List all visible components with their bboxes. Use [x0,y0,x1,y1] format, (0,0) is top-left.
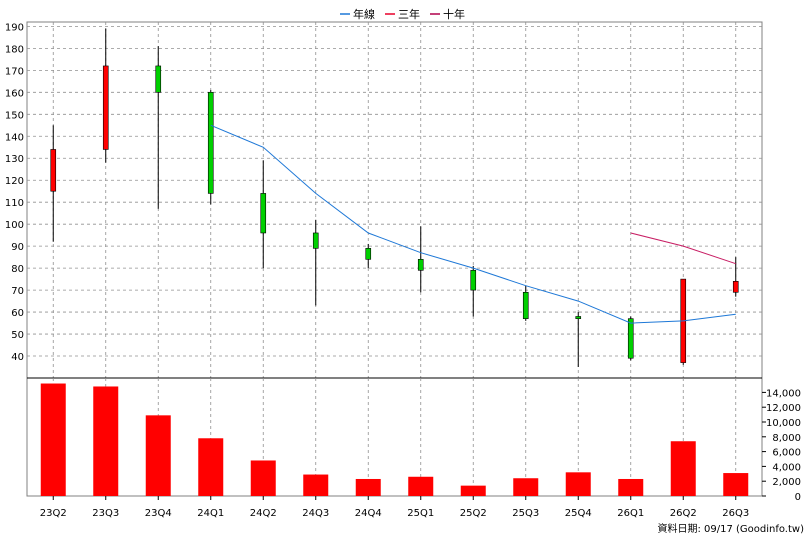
volume-bar [40,383,66,496]
volume-bar [460,485,486,496]
x-tick-label: 24Q4 [355,508,382,519]
price-tick-label: 110 [5,198,24,209]
plot-frame [26,21,763,497]
volume-tick-label: 10,000 [766,418,801,429]
volume-bar [355,478,381,496]
candle-body [575,316,582,319]
volume-tick-label: 4,000 [772,462,801,473]
volume-bar [408,476,434,496]
candle-body [522,291,529,319]
volume-tick-label: 12,000 [766,403,801,414]
price-tick-label: 170 [5,66,24,77]
volume-tick-label: 8,000 [772,433,801,444]
candle-body [207,92,214,194]
volume-bar [250,460,276,496]
price-tick-label: 140 [5,132,24,143]
price-tick-label: 150 [5,110,24,121]
volume-tick-label: 2,000 [772,477,801,488]
price-tick-label: 40 [11,352,24,363]
candle-body [312,232,319,249]
volume-tick-label: 6,000 [772,448,801,459]
price-tick-label: 100 [5,220,24,231]
x-tick-label: 24Q3 [302,508,329,519]
volume-bar [670,441,696,496]
x-tick-label: 23Q2 [40,508,67,519]
price-tick-label: 120 [5,176,24,187]
volume-bar [723,473,749,496]
price-tick-label: 90 [11,242,24,253]
price-panel: 40 50 60 70 80 90 100 110 120 130 140 150 160 170 180 1… [5,21,763,497]
volume-bar [565,472,591,496]
volume-bar [618,478,644,496]
candle-body [155,65,162,93]
x-tick-label: 24Q2 [250,508,277,519]
legend-label: 十年 [443,7,465,21]
price-tick-label: 180 [5,44,24,55]
legend-label: 三年 [398,7,420,21]
candle-body [470,270,477,291]
data-date-footer: 資料日期: 09/17 (Goodinfo.tw) [657,522,804,535]
x-tick-label: 25Q1 [407,508,434,519]
x-tick-label: 25Q4 [565,508,592,519]
price-tick-label: 190 [5,22,24,33]
volume-bar [93,386,119,496]
candle-body [102,65,109,150]
volume-tick-label: 0 [795,492,801,503]
volume-bar [145,415,171,496]
candle-body [365,248,372,260]
candle-body [417,259,424,271]
volume-bar [303,474,329,496]
legend: 年線 三年 十年 [340,7,465,21]
x-tick-label: 24Q1 [197,508,224,519]
candle-body [732,281,739,293]
candle-body [627,318,634,359]
x-tick-label: 23Q3 [92,508,119,519]
volume-tick-label: 14,000 [766,388,801,399]
series-line [210,124,736,324]
x-tick-label: 26Q1 [617,508,644,519]
volume-panel: 0 2,000 4,000 6,000 8,000 10,000 12,000 14,000 [27,377,801,503]
candle-body [260,193,267,234]
price-tick-label: 70 [11,286,24,297]
x-tick-label: 23Q4 [145,508,172,519]
x-tick-label: 26Q3 [722,508,749,519]
volume-bar [513,478,539,496]
price-tick-label: 80 [11,264,24,275]
volume-bar [198,438,224,496]
price-tick-label: 160 [5,88,24,99]
x-tick-label: 25Q3 [512,508,539,519]
candle-body [50,149,57,192]
x-tick-label: 26Q2 [670,508,697,519]
price-tick-label: 50 [11,330,24,341]
price-tick-label: 60 [11,308,24,319]
x-axis: 23Q2 23Q3 23Q4 24Q1 24Q2 24Q3 24Q4 25Q1 25Q2 25Q3… [40,496,749,519]
series-line [630,232,736,265]
legend-label: 年線 [353,7,375,21]
price-tick-label: 130 [5,154,24,165]
x-tick-label: 25Q2 [460,508,487,519]
